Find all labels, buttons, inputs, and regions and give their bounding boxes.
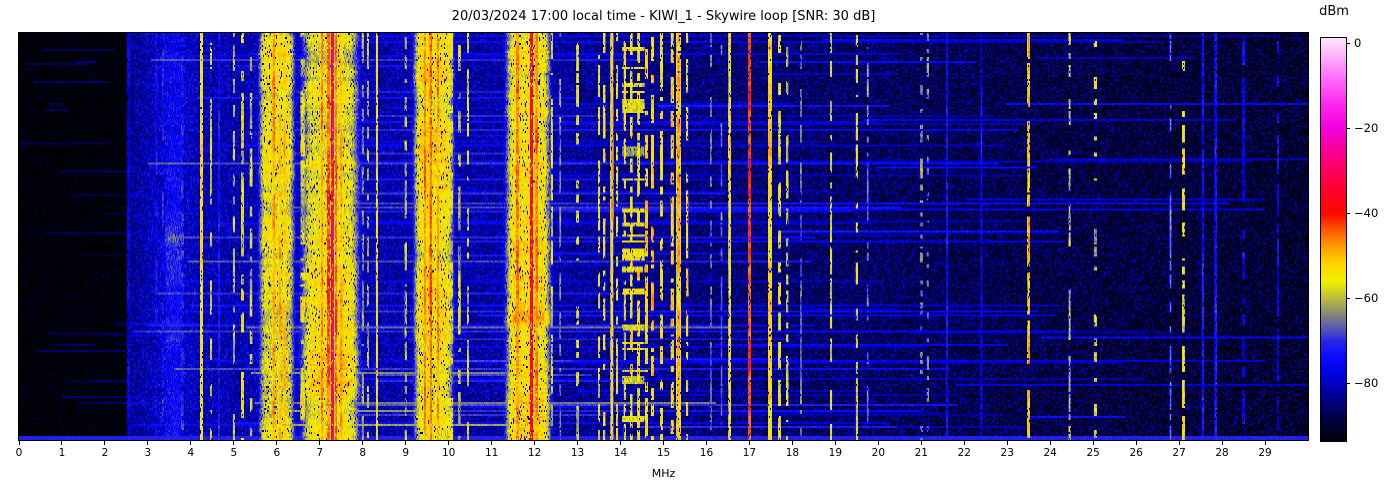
x-tick-label: 18 bbox=[785, 447, 800, 459]
colorbar-tick-mark bbox=[1346, 128, 1350, 130]
x-tick-label: 13 bbox=[570, 447, 585, 459]
x-tick-mark bbox=[748, 441, 750, 445]
colorbar-unit-label: dBm bbox=[1319, 4, 1349, 19]
x-tick-label: 11 bbox=[484, 447, 499, 459]
x-tick-label: 20 bbox=[871, 447, 886, 459]
chart-title: 20/03/2024 17:00 local time - KIWI_1 - S… bbox=[451, 9, 876, 24]
x-tick-label: 3 bbox=[144, 447, 152, 459]
x-tick-mark bbox=[104, 441, 106, 445]
x-tick-label: 24 bbox=[1043, 447, 1057, 459]
x-tick-mark bbox=[405, 441, 407, 445]
x-tick-mark bbox=[1006, 441, 1008, 445]
x-tick-label: 28 bbox=[1215, 447, 1229, 459]
x-tick-mark bbox=[620, 441, 622, 445]
x-tick-mark bbox=[1264, 441, 1266, 445]
x-tick-label: 25 bbox=[1086, 447, 1100, 459]
x-tick-mark bbox=[276, 441, 278, 445]
colorbar-tick-label: −80 bbox=[1354, 376, 1379, 391]
x-tick-label: 16 bbox=[699, 447, 714, 459]
colorbar-tick-mark bbox=[1346, 383, 1350, 385]
colorbar-tick-mark bbox=[1346, 43, 1350, 45]
waterfall-heatmap bbox=[19, 33, 1308, 440]
x-tick-label: 19 bbox=[828, 447, 843, 459]
x-tick-mark bbox=[577, 441, 579, 445]
colorbar-tick-label: 0 bbox=[1354, 36, 1362, 51]
x-tick-mark bbox=[1178, 441, 1180, 445]
x-tick-label: 27 bbox=[1172, 447, 1186, 459]
colorbar-tick-mark bbox=[1346, 213, 1350, 215]
colorbar-gradient bbox=[1321, 38, 1346, 441]
x-tick-label: 8 bbox=[359, 447, 367, 459]
x-tick-label: 29 bbox=[1258, 447, 1272, 459]
x-tick-mark bbox=[1135, 441, 1137, 445]
x-tick-mark bbox=[705, 441, 707, 445]
x-tick-label: 10 bbox=[441, 447, 456, 459]
x-tick-label: 26 bbox=[1129, 447, 1143, 459]
x-tick-label: 15 bbox=[656, 447, 671, 459]
waterfall-plot-frame bbox=[18, 32, 1309, 441]
x-axis-label: MHz bbox=[651, 467, 676, 480]
x-tick-label: 21 bbox=[914, 447, 928, 459]
x-axis-ticks: 0 1 2 3 4 5 6 7 8 9 10 11 12 13 14 15 16 17 18 19 20 21 22 23 24… bbox=[16, 441, 1308, 471]
x-tick-mark bbox=[834, 441, 836, 445]
x-tick-label: 5 bbox=[230, 447, 238, 459]
x-tick-label: 14 bbox=[613, 447, 628, 459]
x-tick-label: 4 bbox=[187, 447, 195, 459]
x-tick-mark bbox=[663, 441, 664, 445]
x-tick-mark bbox=[233, 441, 235, 445]
x-tick-label: 9 bbox=[402, 447, 410, 459]
colorbar-ticks: 0 −20 −40 −60 −80 bbox=[1346, 36, 1400, 441]
x-tick-label: 22 bbox=[957, 447, 971, 459]
x-tick-mark bbox=[1049, 441, 1051, 445]
x-tick-mark bbox=[791, 441, 793, 445]
x-tick-label: 23 bbox=[1000, 447, 1014, 459]
x-tick-mark bbox=[963, 441, 965, 445]
x-tick-mark bbox=[319, 441, 321, 445]
x-tick-label: 12 bbox=[527, 447, 542, 459]
x-tick-label: 7 bbox=[316, 447, 324, 459]
x-tick-mark bbox=[362, 441, 364, 445]
x-tick-label: 2 bbox=[101, 447, 109, 459]
x-tick-mark bbox=[190, 441, 192, 445]
colorbar-tick-label: −60 bbox=[1354, 291, 1379, 306]
x-tick-mark bbox=[1221, 441, 1223, 445]
x-tick-mark bbox=[534, 441, 536, 445]
x-tick-mark bbox=[491, 441, 493, 445]
x-tick-mark bbox=[61, 441, 63, 445]
colorbar-tick-mark bbox=[1346, 298, 1350, 300]
x-tick-mark bbox=[920, 441, 922, 445]
x-tick-mark bbox=[448, 441, 450, 445]
x-tick-label: 0 bbox=[15, 447, 23, 459]
x-tick-label: 17 bbox=[742, 447, 757, 459]
colorbar-tick-label: −20 bbox=[1354, 121, 1379, 136]
x-tick-mark bbox=[147, 441, 149, 445]
x-tick-label: 6 bbox=[273, 447, 281, 459]
colorbar-tick-label: −40 bbox=[1354, 206, 1379, 221]
colorbar-frame bbox=[1320, 37, 1347, 442]
x-tick-mark bbox=[1092, 441, 1094, 445]
x-tick-label: 1 bbox=[58, 447, 66, 459]
x-tick-mark bbox=[877, 441, 879, 445]
x-tick-mark bbox=[18, 441, 20, 445]
